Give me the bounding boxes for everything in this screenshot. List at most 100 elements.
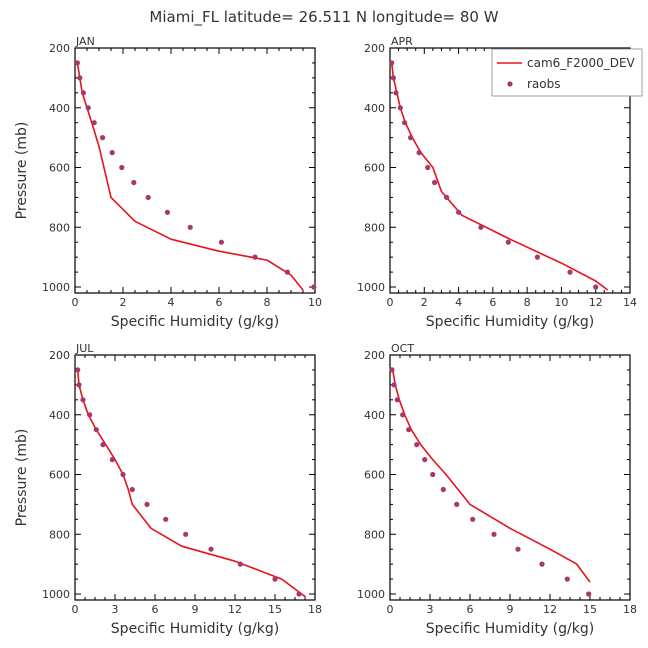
obs-point	[237, 561, 243, 567]
x-tick-label: 10	[554, 296, 568, 309]
panel-label: JUL	[75, 342, 94, 355]
x-tick-label: 6	[489, 296, 496, 309]
obs-point	[564, 576, 570, 582]
x-tick-label: 0	[72, 296, 79, 309]
obs-point	[491, 531, 497, 537]
x-tick-label: 6	[467, 603, 474, 616]
y-tick-label: 1000	[42, 588, 70, 601]
obs-point	[218, 239, 224, 245]
plot-frame	[74, 47, 316, 294]
obs-point	[100, 135, 106, 141]
x-tick-label: 12	[589, 296, 603, 309]
obs-point	[444, 194, 450, 200]
obs-point	[539, 561, 545, 567]
panel-jul: 0 3 6 9 12 15 18 200 400 600 800 1000 JUL Specific Hu…	[14, 342, 322, 637]
obs-point	[80, 90, 86, 96]
obs-point	[272, 576, 278, 582]
obs-point	[75, 367, 81, 373]
obs-point	[425, 164, 431, 171]
x-axis-label: Specific Humidity (g/kg)	[111, 314, 279, 330]
obs-point	[534, 254, 541, 260]
series-line-cam6_F2000_DEV	[76, 62, 304, 291]
y-tick-label: 400	[364, 102, 385, 115]
obs-point	[131, 179, 137, 186]
obs-point	[311, 284, 317, 290]
x-tick-label: 3	[112, 603, 119, 616]
obs-point	[109, 150, 115, 156]
x-tick-label: 18	[308, 603, 322, 616]
obs-point	[402, 120, 408, 126]
obs-point	[397, 105, 403, 111]
x-tick-label: 2	[421, 296, 428, 309]
obs-point	[454, 501, 460, 507]
x-tick-label: 15	[583, 603, 597, 616]
x-tick-label: 9	[192, 603, 199, 616]
obs-point	[208, 546, 214, 552]
y-tick-label: 400	[49, 409, 70, 422]
y-tick-label: 800	[364, 221, 385, 234]
obs-point	[77, 75, 83, 81]
y-tick-label: 200	[49, 42, 70, 55]
plot-frame	[74, 354, 316, 601]
obs-point	[145, 194, 151, 200]
x-tick-label: 0	[72, 603, 79, 616]
obs-point	[120, 471, 126, 478]
obs-point	[163, 516, 169, 522]
y-tick-label: 600	[49, 162, 70, 175]
obs-point	[432, 179, 438, 186]
y-tick-label: 1000	[42, 281, 70, 294]
x-tick-label: 0	[387, 603, 394, 616]
legend-model-label: cam6_F2000_DEV	[527, 56, 636, 70]
panel-apr: 0 2 4 6 8 10 12 14 200 400 600 800 1000 APR Specific H…	[357, 35, 643, 330]
obs-point	[400, 412, 406, 418]
x-tick-label: 8	[524, 296, 531, 309]
panel-label: JAN	[75, 35, 95, 48]
y-tick-label: 800	[364, 528, 385, 541]
x-tick-label: 14	[623, 296, 637, 309]
x-tick-label: 0	[387, 296, 394, 309]
y-tick-label: 400	[364, 409, 385, 422]
obs-point	[470, 516, 476, 522]
obs-point	[567, 269, 573, 275]
y-tick-label: 1000	[357, 281, 385, 294]
y-tick-label: 1000	[357, 588, 385, 601]
obs-point	[408, 135, 414, 141]
panel-jan: 0 2 4 6 8 10 200 400 600 800 1000 JAN Specific Humid…	[14, 35, 322, 330]
x-tick-label: 15	[268, 603, 282, 616]
obs-point	[129, 486, 135, 493]
x-axis-label: Specific Humidity (g/kg)	[111, 621, 279, 637]
obs-point	[252, 254, 258, 260]
panel-label: OCT	[391, 342, 414, 355]
y-tick-label: 600	[364, 162, 385, 175]
obs-point	[390, 75, 396, 81]
obs-point	[183, 531, 189, 537]
x-tick-label: 4	[455, 296, 462, 309]
obs-point	[284, 269, 290, 275]
legend-obs-label: raobs	[527, 77, 561, 91]
obs-point	[393, 90, 399, 96]
obs-point	[296, 591, 302, 597]
x-tick-label: 6	[152, 603, 159, 616]
x-tick-label: 8	[264, 296, 271, 309]
obs-point	[389, 60, 395, 66]
x-tick-label: 4	[168, 296, 175, 309]
y-tick-label: 200	[364, 349, 385, 362]
obs-point	[109, 457, 115, 463]
x-tick-label: 9	[507, 603, 514, 616]
obs-point	[406, 427, 412, 433]
plot-frame	[389, 354, 631, 601]
y-axis-label: Pressure (mb)	[14, 429, 30, 527]
obs-point	[119, 164, 125, 171]
obs-point	[91, 120, 97, 126]
obs-point	[164, 209, 170, 215]
x-tick-label: 2	[120, 296, 127, 309]
obs-point	[422, 457, 428, 463]
obs-point	[430, 471, 436, 478]
x-tick-label: 6	[216, 296, 223, 309]
figure-title: Miami_FL latitude= 26.511 N longitude= 8…	[149, 8, 498, 27]
obs-point	[80, 397, 86, 403]
obs-point	[87, 412, 93, 418]
y-tick-label: 800	[49, 221, 70, 234]
